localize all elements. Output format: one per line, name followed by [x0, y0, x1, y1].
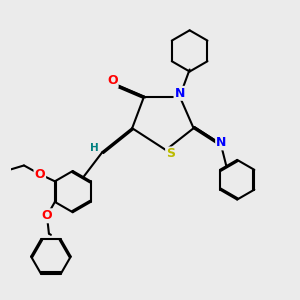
Text: N: N: [175, 87, 185, 100]
Text: O: O: [107, 74, 118, 87]
Text: O: O: [42, 209, 52, 222]
Text: H: H: [90, 143, 99, 153]
Text: N: N: [216, 136, 226, 149]
Text: S: S: [166, 148, 175, 160]
Text: O: O: [34, 168, 45, 181]
